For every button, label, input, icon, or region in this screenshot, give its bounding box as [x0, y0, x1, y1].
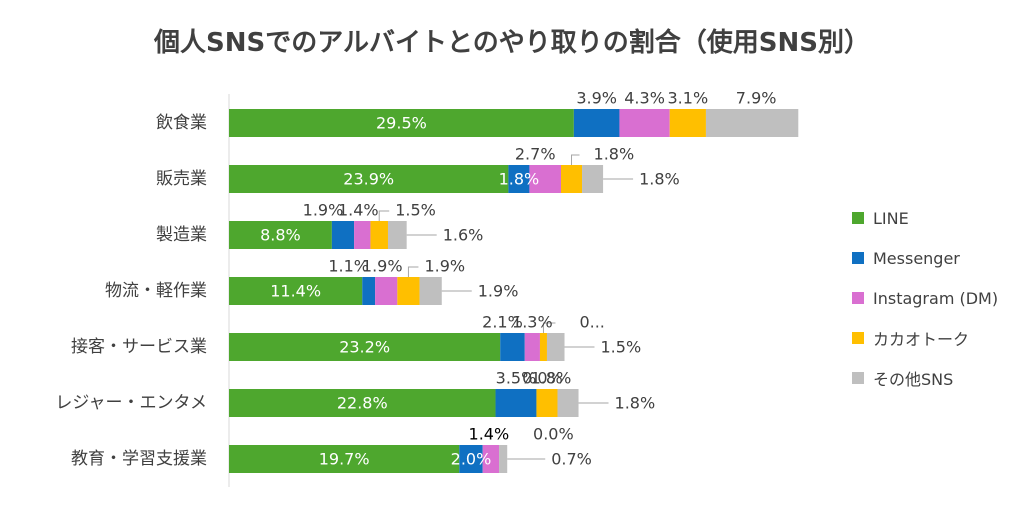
category-label: 接客・サービス業 [71, 337, 207, 357]
data-label: 1.4% [338, 201, 379, 220]
data-label: 1.5% [601, 338, 642, 357]
legend-item: Messenger [852, 238, 998, 278]
leader-line [542, 322, 556, 333]
legend-item: Instagram (DM) [852, 278, 998, 318]
data-label: 4.3% [624, 89, 665, 108]
bar-segment [619, 109, 670, 137]
data-label: 1.3% [512, 313, 553, 332]
bar-segment [229, 445, 460, 473]
bar-segment [536, 389, 558, 417]
bar-segment [229, 389, 496, 417]
legend-item: その他SNS [852, 358, 998, 398]
bar-segment [229, 333, 501, 361]
bar-segment [582, 165, 604, 193]
data-label: 3.9% [576, 89, 617, 108]
bar-segment [557, 389, 579, 417]
data-label: 23.2% [339, 338, 390, 357]
bar-segment [229, 277, 363, 305]
chart-title: 個人SNSでのアルバイトとのやり取りの割合（使用SNS別） [154, 28, 870, 58]
leader-line [378, 210, 390, 221]
data-label: 1.4% [469, 425, 510, 444]
data-label: 2.1% [482, 313, 523, 332]
legend-label: Messenger [873, 248, 960, 268]
data-label: 1.8% [531, 369, 572, 388]
data-label: 1.8% [615, 394, 656, 413]
data-label: 11.4% [270, 282, 321, 301]
legend-item: LINE [852, 198, 998, 238]
bar-segment [459, 445, 483, 473]
bar-segment [669, 109, 706, 137]
bar-segment [229, 221, 332, 249]
data-label: 1.9% [478, 282, 519, 301]
data-label: 22.8% [337, 394, 388, 413]
legend-label: その他SNS [873, 370, 954, 389]
data-label: 1.9% [362, 257, 403, 276]
data-label: 1.8% [594, 145, 635, 164]
bar-segment [500, 333, 525, 361]
bar-segment [331, 221, 355, 249]
bar-segment [354, 221, 371, 249]
data-label: 1.9% [303, 201, 344, 220]
data-label: 2.7% [515, 145, 556, 164]
bar-segment [561, 165, 583, 193]
legend-swatch [852, 292, 864, 304]
data-label: 3.1% [668, 89, 709, 108]
bar-segment [370, 221, 388, 249]
data-label: 1.8% [499, 170, 540, 189]
bar-segment [499, 445, 508, 473]
legend-swatch [852, 332, 864, 344]
legend-label: カカオトーク [873, 330, 970, 349]
data-label: 1.6% [443, 226, 484, 245]
category-label: 物流・軽作業 [105, 281, 207, 301]
data-label: 0... [579, 313, 604, 332]
data-label: 23.9% [343, 170, 394, 189]
legend-label: LINE [873, 208, 909, 228]
bar-segment [495, 389, 537, 417]
legend-swatch [852, 252, 864, 264]
legend-swatch [852, 212, 864, 224]
bar-segment [529, 165, 561, 193]
bar-segment [229, 165, 509, 193]
bar-segment [397, 277, 420, 305]
data-label: 1.1% [328, 257, 369, 276]
leader-line [407, 266, 419, 277]
bar-segment [546, 333, 565, 361]
category-label: レジャー・エンタメ [55, 393, 207, 413]
data-label: 2.0% [451, 450, 492, 469]
data-label: 7.9% [736, 89, 777, 108]
bar-segment [229, 109, 574, 137]
legend: LINE Messenger Instagram (DM) カカオトーク その他SNS [852, 198, 998, 398]
bar-segment [524, 333, 540, 361]
data-label: 8.8% [260, 226, 301, 245]
bar-segment [705, 109, 799, 137]
data-label: 1.5% [395, 201, 436, 220]
legend-label: Instagram (DM) [873, 288, 999, 308]
leader-line [571, 154, 580, 165]
bar-segment [375, 277, 398, 305]
legend-item: カカオトーク [852, 318, 998, 358]
bar-segment [573, 109, 620, 137]
bar-segment [508, 165, 530, 193]
category-label: 製造業 [156, 225, 207, 245]
bar-segment [362, 277, 376, 305]
data-label: 29.5% [376, 114, 427, 133]
data-label: 0.0% [533, 425, 574, 444]
data-label: 1.8% [639, 170, 680, 189]
data-label: 0.0% [522, 369, 563, 388]
bar-segment [419, 277, 442, 305]
legend-swatch [852, 372, 864, 384]
data-label: 19.7% [319, 450, 370, 469]
data-label: 0.7% [551, 450, 592, 469]
bar-segment [387, 221, 407, 249]
bar-segment [539, 333, 547, 361]
data-label: 3.5% [496, 369, 537, 388]
data-label: 1.9% [424, 257, 465, 276]
category-label: 教育・学習支援業 [71, 449, 207, 469]
category-label: 販売業 [156, 169, 207, 189]
bar-segment [482, 445, 500, 473]
category-label: 飲食業 [156, 113, 207, 133]
